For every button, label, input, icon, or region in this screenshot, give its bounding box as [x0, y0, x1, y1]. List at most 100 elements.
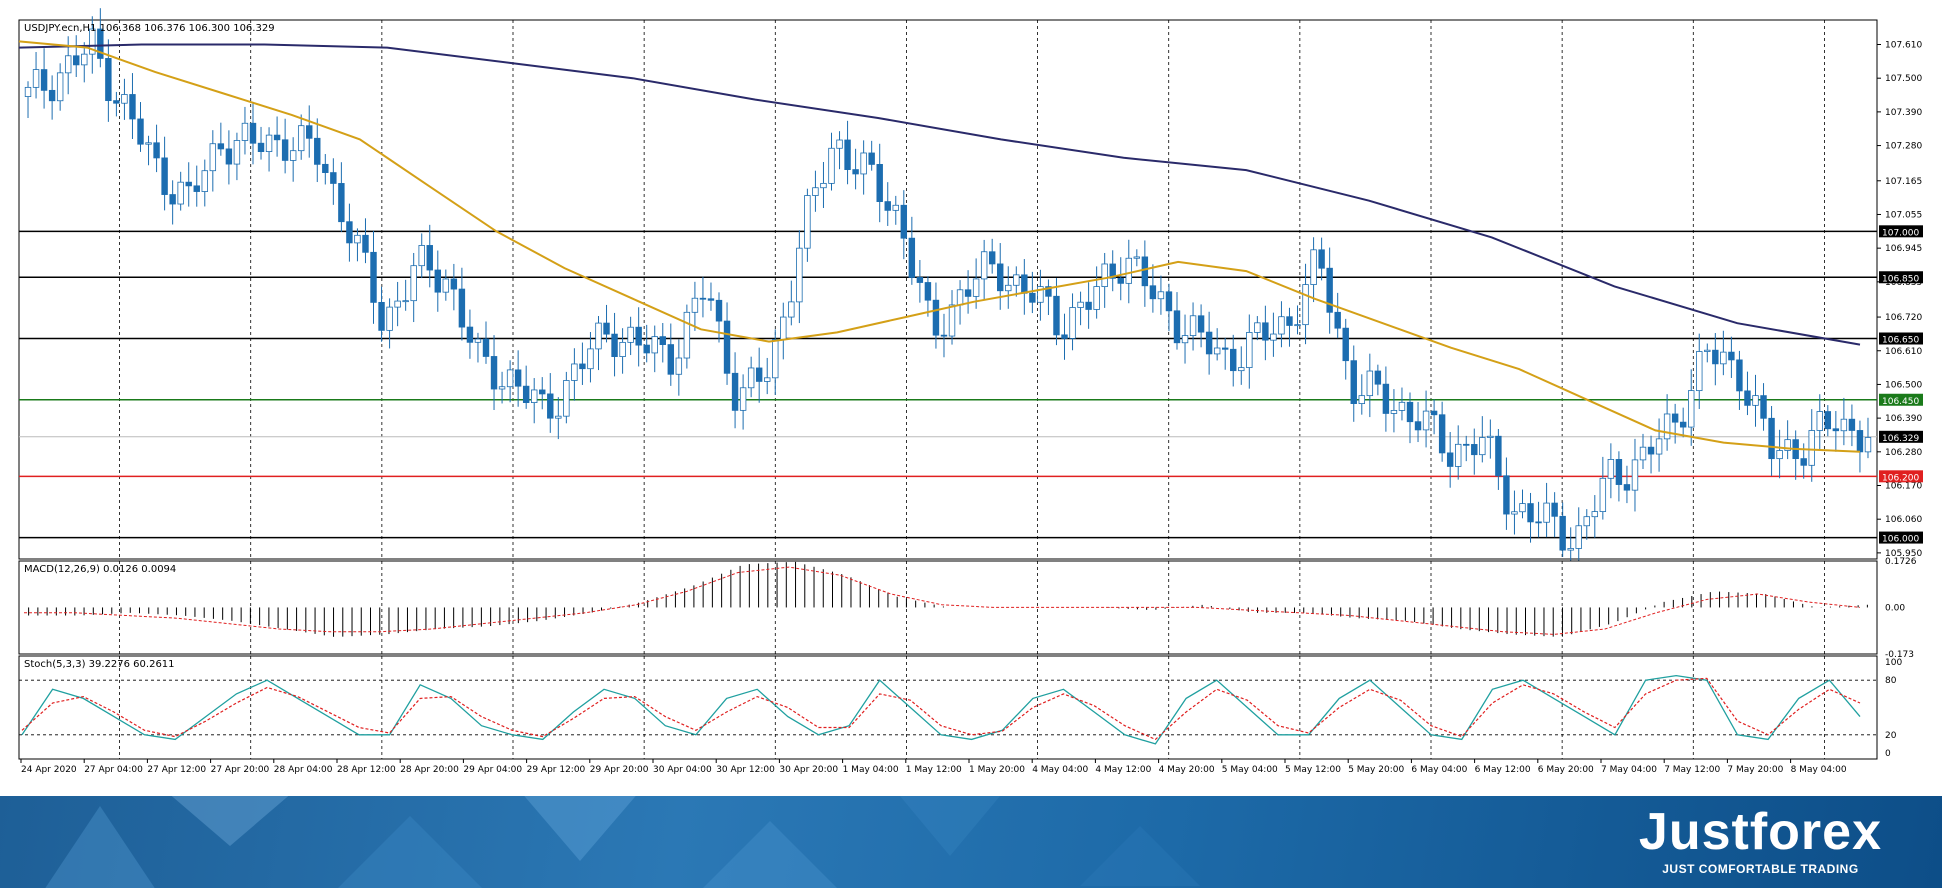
candle-body	[675, 357, 683, 375]
macd-ticks: 0.1726 0.00 -0.173	[1885, 557, 1917, 660]
chart-root: USDJPY.ecn,H1 106.368 106.376 106.300 10…	[18, 8, 1923, 775]
stoch-title: Stoch(5,3,3) 39.2276 60.2611	[24, 659, 175, 670]
stoch-pane-frame	[18, 655, 1878, 760]
price-tick-label: 106.170	[1885, 482, 1922, 492]
candle-body	[40, 69, 48, 91]
candle-body	[56, 72, 64, 102]
candle-body	[410, 265, 417, 302]
stoch-tick-label: 20	[1885, 731, 1897, 741]
candle-body	[338, 183, 345, 223]
candle-body	[1125, 257, 1132, 284]
price-tick-label: 106.060	[1885, 515, 1922, 525]
candle-body	[659, 336, 666, 345]
time-tick-label: 1 May 04:00	[843, 765, 899, 775]
time-tick-label: 29 Apr 20:00	[590, 765, 649, 775]
candle-body	[346, 221, 353, 244]
candle-body	[1053, 295, 1060, 336]
candle-body	[1302, 284, 1309, 326]
candle-body	[322, 163, 329, 173]
candle-body	[273, 134, 281, 141]
brand-logo: Justforex JUST COMFORTABLE TRADING	[1639, 804, 1882, 876]
time-tick-label: 28 Apr 12:00	[337, 765, 396, 775]
time-tick-label: 8 May 04:00	[1791, 765, 1847, 775]
candle-body	[852, 169, 859, 175]
candle-body	[619, 341, 626, 358]
candle-body	[1077, 301, 1084, 308]
candle-body	[1519, 503, 1526, 513]
candle-body	[603, 322, 610, 335]
candle-body	[89, 28, 96, 55]
time-tick-label: 7 May 04:00	[1601, 765, 1657, 775]
candle-body	[1671, 413, 1679, 423]
candle-body	[1382, 383, 1390, 414]
candle-body	[1551, 502, 1558, 517]
candle-body	[314, 137, 321, 165]
candle-body	[1623, 484, 1631, 491]
brand-tagline: JUST COMFORTABLE TRADING	[1662, 862, 1859, 876]
price-tick-label: 106.390	[1885, 414, 1922, 424]
level-tag-bg	[1879, 271, 1923, 284]
candle-body	[667, 344, 675, 375]
candle-body	[908, 237, 916, 278]
candle-body	[177, 181, 184, 205]
candle-body	[1294, 324, 1301, 327]
candle-body	[1246, 332, 1253, 369]
candle-body	[1197, 315, 1205, 333]
candle-body	[1101, 263, 1108, 287]
candle-body	[1688, 390, 1695, 428]
candle-body	[739, 387, 747, 411]
candle-body	[940, 334, 948, 337]
candle-body	[1728, 351, 1735, 361]
candle-body	[121, 94, 128, 104]
candle-body	[820, 182, 827, 189]
candle-body	[555, 415, 562, 419]
candle-body	[145, 142, 152, 145]
macd-pane: MACD(12,26,9) 0.0126 0.0094 0.1726 0.00 -0…	[18, 557, 1917, 660]
candle-body	[1503, 475, 1510, 515]
candle-body	[1189, 315, 1197, 336]
candle-body	[539, 389, 546, 395]
candle-body	[394, 300, 401, 308]
candle-body	[193, 185, 200, 192]
level-tags: 107.000 106.850 106.650 106.450 106.200 106.0…	[1879, 225, 1923, 545]
candle-body	[1238, 367, 1245, 372]
price-tick-label: 106.720	[1885, 313, 1922, 323]
candle-body	[1149, 285, 1157, 300]
candle-body	[1398, 401, 1406, 411]
candle-body	[956, 289, 964, 306]
level-tag-label: 106.450	[1882, 397, 1919, 407]
candle-body	[764, 377, 771, 382]
candle-body	[81, 53, 88, 66]
candle-body	[707, 298, 715, 301]
price-title: USDJPY.ecn,H1 106.368 106.376 106.300 10…	[24, 23, 275, 34]
candle-body	[241, 122, 249, 141]
candle-body	[1358, 395, 1366, 404]
candle-body	[1559, 515, 1566, 551]
candle-body	[137, 118, 144, 145]
level-tag-bg	[1879, 470, 1923, 483]
candle-body	[281, 139, 289, 161]
stoch-ticks: 100 80 20 0	[1885, 658, 1902, 759]
candle-body	[1856, 430, 1864, 453]
candle-body	[1173, 310, 1181, 344]
candle-body	[1736, 359, 1743, 392]
level-tag-bg	[1879, 531, 1923, 544]
candle-body	[828, 147, 835, 184]
candle-body	[1679, 421, 1687, 428]
time-tick-label: 6 May 12:00	[1475, 765, 1531, 775]
candle-body	[948, 304, 956, 337]
candle-body	[1760, 395, 1767, 419]
candle-body	[386, 306, 393, 331]
candle-body	[402, 300, 409, 303]
candle-body	[209, 143, 217, 172]
level-tag-label: 107.000	[1882, 228, 1919, 238]
candle-body	[1334, 311, 1341, 329]
candle-body	[426, 245, 433, 271]
candle-body	[1037, 286, 1044, 303]
time-tick-label: 5 May 04:00	[1222, 765, 1278, 775]
price-pane: USDJPY.ecn,H1 106.368 106.376 106.300 10…	[18, 8, 1923, 571]
candle-body	[1712, 349, 1719, 365]
candle-body	[225, 148, 233, 165]
stoch-pane: Stoch(5,3,3) 39.2276 60.2611 100 80 20 0	[18, 655, 1902, 760]
candle-body	[1213, 347, 1221, 355]
